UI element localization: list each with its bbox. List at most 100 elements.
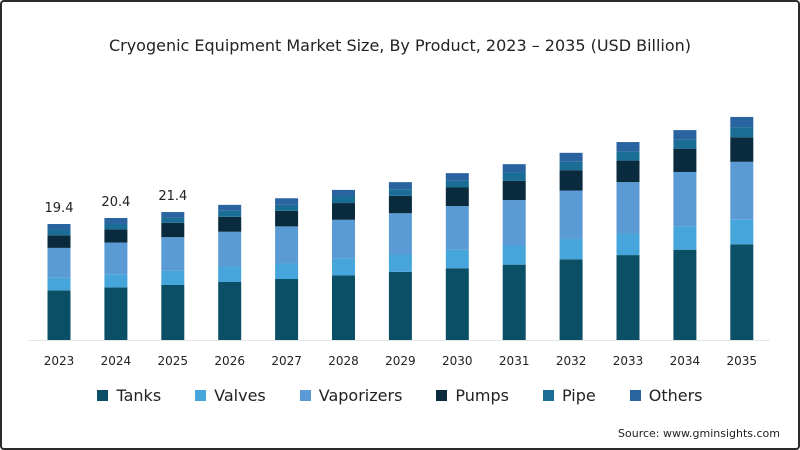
bar-segment-pumps-2035: [730, 137, 754, 162]
bar-segment-vaporizers-2030: [445, 206, 469, 250]
bar-segment-valves-2026: [218, 267, 242, 282]
bar-segment-vaporizers-2033: [616, 182, 640, 234]
legend-swatch: [629, 390, 641, 401]
x-tick-label: 2032: [556, 354, 587, 368]
bar-segment-valves-2023: [47, 277, 71, 291]
bar-segment-others-2026: [218, 204, 242, 211]
legend-label: Pumps: [455, 386, 509, 405]
legend-swatch: [97, 390, 109, 401]
source-note: Source: www.gminsights.com: [618, 427, 780, 440]
bar-segment-vaporizers-2024: [104, 242, 128, 275]
bar-segment-valves-2030: [445, 249, 469, 269]
bar-segment-pumps-2026: [218, 216, 242, 232]
bar-segment-pumps-2027: [275, 210, 299, 227]
x-tick-label: 2033: [613, 354, 644, 368]
legend-swatch: [436, 390, 448, 401]
bar-segment-pipe-2031: [502, 172, 526, 181]
bar-segment-others-2027: [275, 198, 299, 205]
legend-swatch: [543, 390, 554, 401]
bar-segment-tanks-2030: [445, 268, 469, 340]
bar-segment-vaporizers-2029: [388, 213, 412, 255]
legend-item-tanks: Tanks: [97, 386, 161, 405]
bar-segment-vaporizers-2034: [673, 171, 697, 227]
bar-segment-tanks-2024: [104, 287, 128, 340]
bar-segment-pipe-2024: [104, 223, 128, 230]
bar-segment-tanks-2035: [730, 244, 754, 340]
bar-segment-pipe-2030: [445, 180, 469, 188]
bar-segment-pipe-2032: [559, 161, 583, 171]
bar-segment-others-2024: [104, 218, 128, 224]
x-tick-label: 2023: [44, 354, 75, 368]
bar-segment-tanks-2025: [161, 284, 185, 340]
bar-segment-pipe-2027: [275, 204, 299, 211]
bar-segment-tanks-2026: [218, 281, 242, 340]
x-tick-label: 2028: [328, 354, 359, 368]
data-label: 21.4: [158, 189, 187, 204]
x-tick-label: 2027: [271, 354, 302, 368]
bar-segment-others-2031: [502, 164, 526, 173]
bar-segment-others-2035: [730, 116, 754, 128]
bar-segment-tanks-2023: [47, 290, 71, 340]
bar-segment-tanks-2034: [673, 249, 697, 340]
legend-label: Vaporizers: [318, 386, 403, 405]
bar-segment-others-2028: [332, 189, 355, 197]
bar-segment-pumps-2033: [616, 160, 640, 183]
x-tick-label: 2030: [442, 354, 473, 368]
bar-segment-valves-2027: [275, 263, 299, 280]
x-tick-label: 2035: [727, 354, 758, 368]
bar-segment-pipe-2029: [388, 189, 412, 196]
bar-segment-others-2025: [161, 212, 185, 218]
data-label: 19.4: [45, 201, 74, 216]
bar-segment-vaporizers-2023: [47, 247, 71, 278]
bar-segment-pipe-2026: [218, 210, 242, 217]
bar-segment-others-2032: [559, 152, 583, 162]
bar-segment-valves-2035: [730, 219, 754, 245]
bar-segment-vaporizers-2035: [730, 161, 754, 220]
bar-segment-pipe-2033: [616, 151, 640, 161]
bar-segment-pumps-2025: [161, 222, 185, 238]
bar-segment-valves-2025: [161, 270, 185, 285]
x-tick-label: 2029: [385, 354, 416, 368]
x-tick-label: 2024: [101, 354, 132, 368]
x-tick-label: 2026: [214, 354, 245, 368]
legend-label: Tanks: [116, 386, 162, 405]
bar-segment-vaporizers-2031: [502, 200, 526, 246]
legend-item-pumps: Pumps: [436, 386, 509, 405]
bar-segment-pumps-2032: [559, 170, 583, 191]
bar-segment-tanks-2032: [559, 259, 583, 340]
legend-item-pipe: Pipe: [543, 386, 596, 405]
legend-label: Valves: [214, 386, 266, 405]
legend-swatch: [195, 390, 207, 401]
bar-segment-pumps-2029: [388, 195, 412, 214]
legend-label: Others: [648, 386, 703, 405]
bar-segment-valves-2034: [673, 226, 697, 250]
bar-segment-pumps-2028: [332, 203, 355, 220]
bar-segment-vaporizers-2032: [559, 190, 583, 239]
legend-item-vaporizers: Vaporizers: [299, 386, 403, 405]
bar-segment-vaporizers-2026: [218, 231, 242, 268]
bar-segment-tanks-2033: [616, 255, 640, 340]
bar-segment-pipe-2034: [673, 139, 697, 149]
bar-segment-valves-2024: [104, 274, 128, 288]
x-tick-label: 2034: [670, 354, 701, 368]
bar-segment-pumps-2034: [673, 148, 697, 172]
bar-segment-tanks-2031: [502, 264, 526, 340]
bar-segment-others-2034: [673, 130, 697, 140]
bar-segment-vaporizers-2025: [161, 237, 185, 271]
bar-segment-valves-2032: [559, 238, 583, 260]
bar-segment-valves-2031: [502, 245, 526, 265]
bar-segment-pumps-2031: [502, 180, 526, 201]
bar-segment-pipe-2035: [730, 127, 754, 138]
bar-segment-pumps-2023: [47, 235, 71, 248]
bar-segment-pipe-2028: [332, 196, 355, 204]
bar-segment-pumps-2024: [104, 229, 128, 243]
bar-segment-vaporizers-2027: [275, 226, 299, 264]
chart-title: Cryogenic Equipment Market Size, By Prod…: [108, 36, 692, 55]
bar-segment-pipe-2023: [47, 229, 71, 236]
bar-segment-valves-2028: [332, 258, 355, 276]
x-tick-label: 2025: [158, 354, 189, 368]
bar-segment-others-2030: [445, 173, 469, 181]
bar-segment-valves-2033: [616, 233, 640, 256]
